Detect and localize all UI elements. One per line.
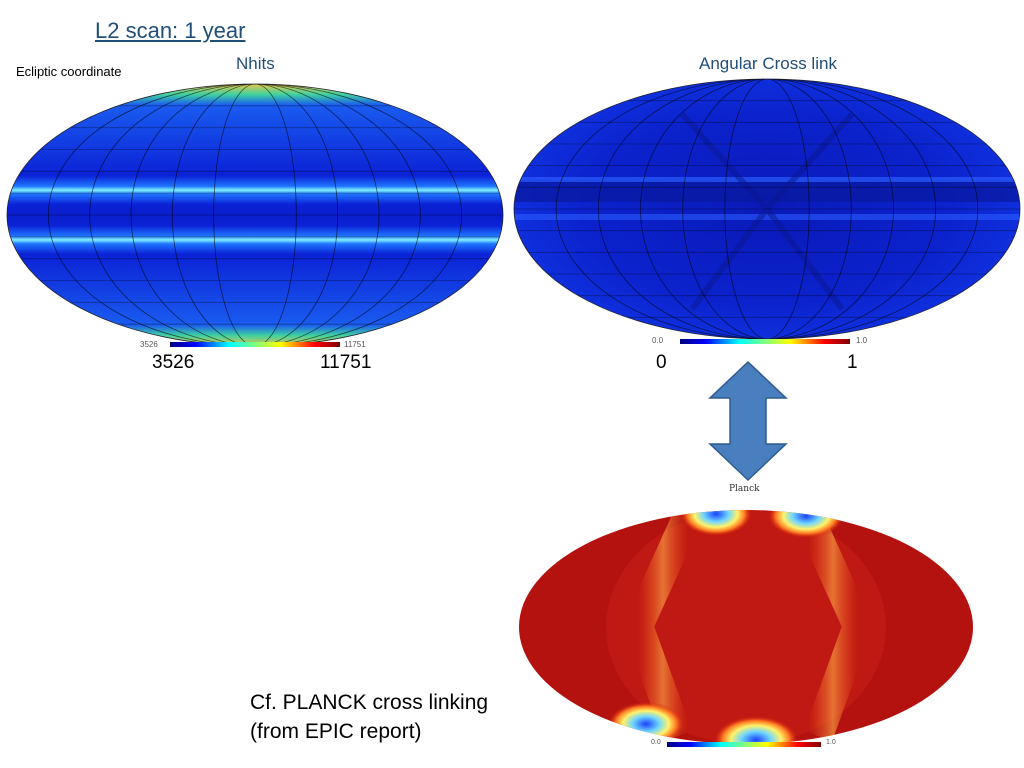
crosslink-colorbar-min: 0.0 (652, 336, 664, 345)
slide-title: L2 scan: 1 year (95, 18, 246, 43)
nhits-max-label: 11751 (320, 352, 372, 373)
crosslink-map-title: Angular Cross link (699, 54, 837, 73)
nhits-colorbar (170, 342, 340, 347)
planck-colorbar-max: 1.0 (826, 739, 836, 746)
crosslink-colorbar (680, 339, 850, 344)
planck-map-title: Planck (729, 484, 760, 494)
double-arrow-vertical-icon (708, 360, 788, 482)
planck-colorbar-min: 0.0 (651, 739, 661, 746)
crosslink-min-label: 0 (656, 352, 667, 373)
planck-colorbar (667, 742, 821, 747)
crosslink-max-label: 1 (847, 352, 858, 373)
nhits-colorbar-min: 3526 (140, 340, 158, 349)
nhits-colorbar-max: 11751 (344, 340, 366, 349)
nhits-min-label: 3526 (152, 352, 195, 373)
planck-sky-map (519, 510, 973, 744)
crosslink-colorbar-max: 1.0 (856, 336, 868, 345)
nhits-sky-map (6, 83, 504, 347)
caption-line-1: Cf. PLANCK cross linking (250, 691, 489, 714)
caption-line-2: (from EPIC report) (250, 720, 422, 743)
crosslink-sky-map (513, 78, 1021, 340)
coordinate-label: Ecliptic coordinate (16, 64, 122, 79)
nhits-map-title: Nhits (236, 54, 275, 73)
